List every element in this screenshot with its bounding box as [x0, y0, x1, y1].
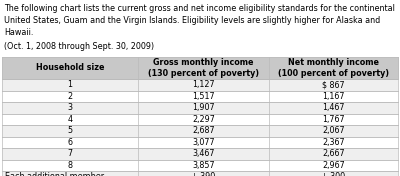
Text: The following chart lists the current gross and net income eligibility standards: The following chart lists the current gr…: [4, 4, 395, 37]
Bar: [2, 90, 398, 102]
Bar: [2, 137, 398, 148]
Text: 2,667: 2,667: [322, 149, 345, 158]
Text: 1,517: 1,517: [192, 92, 215, 101]
Text: 8: 8: [68, 161, 72, 170]
Text: $ 867: $ 867: [322, 80, 345, 89]
Text: 3,467: 3,467: [192, 149, 215, 158]
Text: 1,127: 1,127: [192, 80, 215, 89]
Bar: [2, 171, 398, 176]
Text: 1,907: 1,907: [192, 103, 215, 112]
Text: + 300: + 300: [321, 172, 346, 176]
Text: 3,857: 3,857: [192, 161, 215, 170]
Text: 6: 6: [68, 138, 72, 147]
Text: Gross monthly income
(130 percent of poverty): Gross monthly income (130 percent of pov…: [148, 58, 259, 78]
Text: Household size: Household size: [36, 64, 104, 73]
Text: 2,297: 2,297: [192, 115, 215, 124]
Text: 2,687: 2,687: [192, 126, 215, 135]
Bar: [2, 159, 398, 171]
Text: 4: 4: [68, 115, 72, 124]
Text: 1,167: 1,167: [322, 92, 345, 101]
Text: Net monthly income
(100 percent of poverty): Net monthly income (100 percent of pover…: [278, 58, 389, 78]
Text: 2: 2: [68, 92, 72, 101]
Text: 2,067: 2,067: [322, 126, 345, 135]
Text: 3: 3: [68, 103, 72, 112]
Bar: [2, 148, 398, 159]
Bar: [2, 114, 398, 125]
Text: 2,967: 2,967: [322, 161, 345, 170]
Bar: [2, 79, 398, 90]
Text: 5: 5: [68, 126, 72, 135]
Text: 7: 7: [68, 149, 72, 158]
Text: + 390: + 390: [191, 172, 216, 176]
Text: (Oct. 1, 2008 through Sept. 30, 2009): (Oct. 1, 2008 through Sept. 30, 2009): [4, 42, 154, 51]
Bar: [2, 125, 398, 137]
Text: 1: 1: [68, 80, 72, 89]
Text: 1,767: 1,767: [322, 115, 345, 124]
Text: 2,367: 2,367: [322, 138, 345, 147]
Bar: [2, 57, 398, 79]
Text: 1,467: 1,467: [322, 103, 345, 112]
Text: 3,077: 3,077: [192, 138, 215, 147]
Bar: [2, 102, 398, 114]
Text: Each additional member: Each additional member: [5, 172, 104, 176]
